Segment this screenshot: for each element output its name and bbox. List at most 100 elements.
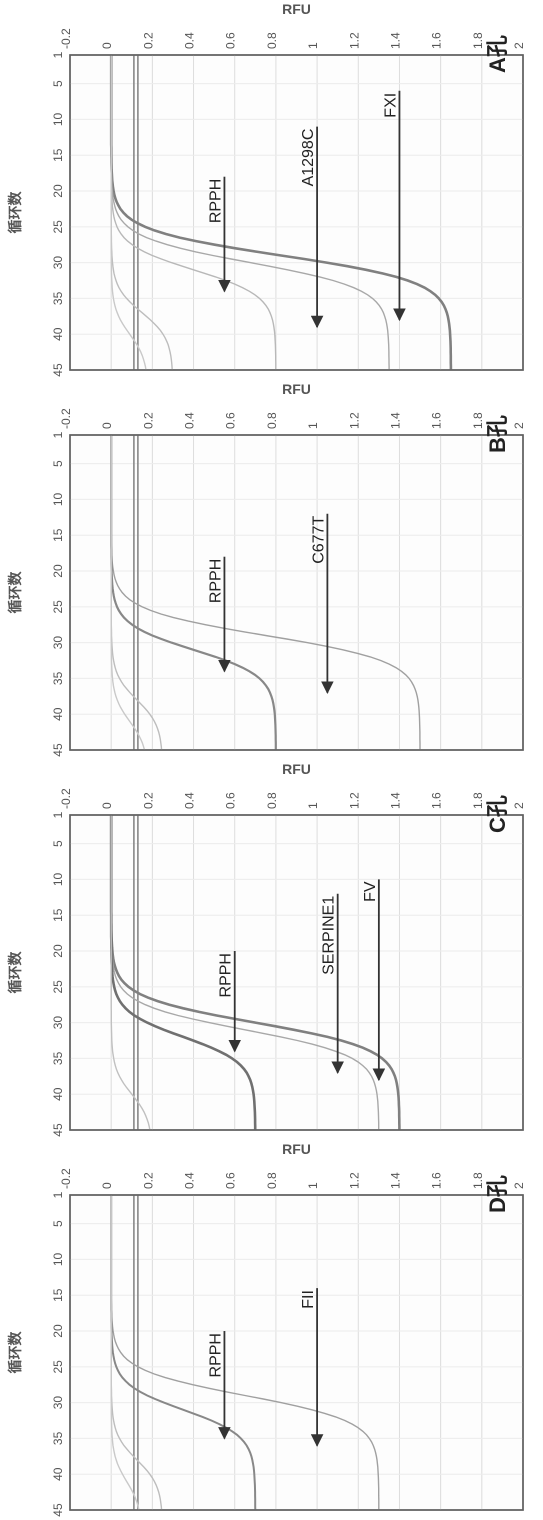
rfu-axis-label: RFU bbox=[282, 761, 311, 777]
rfu-tick-label: 0.2 bbox=[141, 32, 155, 49]
annotation-label: FV bbox=[362, 881, 379, 902]
cycle-tick-label: 1 bbox=[51, 431, 65, 438]
cycle-tick-label: 15 bbox=[51, 528, 65, 542]
rfu-tick-label: 2 bbox=[512, 1182, 526, 1189]
rfu-tick-label: 1.4 bbox=[388, 32, 402, 49]
rfu-tick-label: 1.8 bbox=[471, 1172, 485, 1189]
cycle-tick-label: 20 bbox=[51, 184, 65, 198]
cycle-tick-label: 30 bbox=[51, 1016, 65, 1030]
panel-b: -0.200.20.40.60.811.21.41.61.82151015202… bbox=[0, 380, 543, 760]
rfu-tick-label: 1.2 bbox=[347, 412, 361, 429]
rfu-axis-label: RFU bbox=[282, 1141, 311, 1157]
rfu-tick-label: 0.4 bbox=[183, 412, 197, 429]
rfu-tick-label: 1.2 bbox=[347, 1172, 361, 1189]
rfu-tick-label: 1.2 bbox=[347, 32, 361, 49]
cycle-tick-label: 1 bbox=[51, 51, 65, 58]
annotation-label: FXI bbox=[382, 93, 399, 118]
rfu-tick-label: 2 bbox=[512, 42, 526, 49]
cycle-tick-label: 10 bbox=[51, 492, 65, 506]
cycle-tick-label: 40 bbox=[51, 707, 65, 721]
rfu-tick-label: 0.8 bbox=[265, 792, 279, 809]
rfu-tick-label: 0 bbox=[100, 802, 114, 809]
rfu-tick-label: 1 bbox=[306, 1182, 320, 1189]
rfu-tick-label: 0 bbox=[100, 42, 114, 49]
panel-title: C孔 bbox=[485, 795, 510, 833]
rfu-tick-label: 0.2 bbox=[141, 412, 155, 429]
rfu-tick-label: 1 bbox=[306, 42, 320, 49]
cycle-tick-label: 5 bbox=[51, 460, 65, 467]
rfu-tick-label: 1.6 bbox=[430, 792, 444, 809]
cycle-tick-label: 15 bbox=[51, 148, 65, 162]
rfu-tick-label: 0.8 bbox=[265, 1172, 279, 1189]
cycle-tick-label: 1 bbox=[51, 1191, 65, 1198]
panel-a: -0.200.20.40.60.811.21.41.61.82151015202… bbox=[0, 0, 543, 380]
rfu-tick-label: 0.6 bbox=[224, 412, 238, 429]
cycle-tick-label: 20 bbox=[51, 944, 65, 958]
cycle-tick-label: 15 bbox=[51, 908, 65, 922]
rfu-tick-label: 2 bbox=[512, 422, 526, 429]
rfu-tick-label: 1.6 bbox=[430, 1172, 444, 1189]
rfu-axis-label: RFU bbox=[282, 1, 311, 17]
rfu-tick-label: -0.2 bbox=[59, 788, 73, 809]
cycle-tick-label: 15 bbox=[51, 1288, 65, 1302]
cycle-tick-label: 35 bbox=[51, 1051, 65, 1065]
panel-c: -0.200.20.40.60.811.21.41.61.82151015202… bbox=[0, 760, 543, 1140]
cycle-tick-label: 35 bbox=[51, 1431, 65, 1445]
cycle-tick-label: 40 bbox=[51, 327, 65, 341]
rfu-tick-label: 1.4 bbox=[388, 412, 402, 429]
rfu-tick-label: 0 bbox=[100, 1182, 114, 1189]
cycle-tick-label: 10 bbox=[51, 1252, 65, 1266]
rfu-tick-label: 0.2 bbox=[141, 1172, 155, 1189]
annotation-label: A1298C bbox=[300, 129, 317, 187]
rfu-tick-label: 1.8 bbox=[471, 412, 485, 429]
cycle-tick-label: 20 bbox=[51, 1324, 65, 1338]
panel-title: A孔 bbox=[485, 35, 510, 73]
rfu-tick-label: 0.8 bbox=[265, 32, 279, 49]
rfu-tick-label: -0.2 bbox=[59, 1168, 73, 1189]
cycle-tick-label: 25 bbox=[51, 1360, 65, 1374]
cycle-tick-label: 25 bbox=[51, 220, 65, 234]
cycle-tick-label: 20 bbox=[51, 564, 65, 578]
rfu-tick-label: 1 bbox=[306, 422, 320, 429]
rfu-tick-label: 0.4 bbox=[183, 32, 197, 49]
cycle-tick-label: 40 bbox=[51, 1087, 65, 1101]
rfu-tick-label: 0 bbox=[100, 422, 114, 429]
rfu-tick-label: -0.2 bbox=[59, 28, 73, 49]
annotation-label: C677T bbox=[310, 516, 327, 564]
cycle-axis-label: 循环数 bbox=[7, 1331, 23, 1374]
cycle-tick-label: 1 bbox=[51, 811, 65, 818]
rfu-tick-label: 0.6 bbox=[224, 1172, 238, 1189]
panel-title: D孔 bbox=[485, 1175, 510, 1213]
annotation-label: RPPH bbox=[207, 559, 224, 603]
annotation-label: FII bbox=[300, 1290, 317, 1309]
cycle-tick-label: 5 bbox=[51, 80, 65, 87]
cycle-tick-label: 45 bbox=[51, 1123, 65, 1137]
cycle-tick-label: 10 bbox=[51, 112, 65, 126]
cycle-tick-label: 30 bbox=[51, 256, 65, 270]
rfu-tick-label: 0.4 bbox=[183, 1172, 197, 1189]
rfu-tick-label: 0.2 bbox=[141, 792, 155, 809]
cycle-axis-label: 循环数 bbox=[7, 951, 23, 994]
rfu-tick-label: 1.2 bbox=[347, 792, 361, 809]
cycle-tick-label: 35 bbox=[51, 291, 65, 305]
rfu-tick-label: 0.6 bbox=[224, 32, 238, 49]
cycle-tick-label: 35 bbox=[51, 671, 65, 685]
annotation-label: RPPH bbox=[207, 179, 224, 223]
cycle-tick-label: 30 bbox=[51, 636, 65, 650]
annotation-label: SERPINE1 bbox=[321, 896, 338, 975]
pcr-amplification-figure: -0.200.20.40.60.811.21.41.61.82151015202… bbox=[0, 0, 543, 1519]
rfu-tick-label: 1.6 bbox=[430, 32, 444, 49]
rfu-tick-label: 0.6 bbox=[224, 792, 238, 809]
panel-title: B孔 bbox=[485, 415, 510, 453]
cycle-axis-label: 循环数 bbox=[7, 571, 23, 614]
cycle-tick-label: 25 bbox=[51, 980, 65, 994]
rfu-tick-label: 1.4 bbox=[388, 792, 402, 809]
rfu-tick-label: 1.8 bbox=[471, 32, 485, 49]
cycle-tick-label: 5 bbox=[51, 1220, 65, 1227]
cycle-tick-label: 25 bbox=[51, 600, 65, 614]
rfu-tick-label: 0.8 bbox=[265, 412, 279, 429]
cycle-tick-label: 45 bbox=[51, 363, 65, 377]
panel-d: -0.200.20.40.60.811.21.41.61.82151015202… bbox=[0, 1140, 543, 1520]
cycle-tick-label: 40 bbox=[51, 1467, 65, 1481]
rfu-tick-label: 1.6 bbox=[430, 412, 444, 429]
